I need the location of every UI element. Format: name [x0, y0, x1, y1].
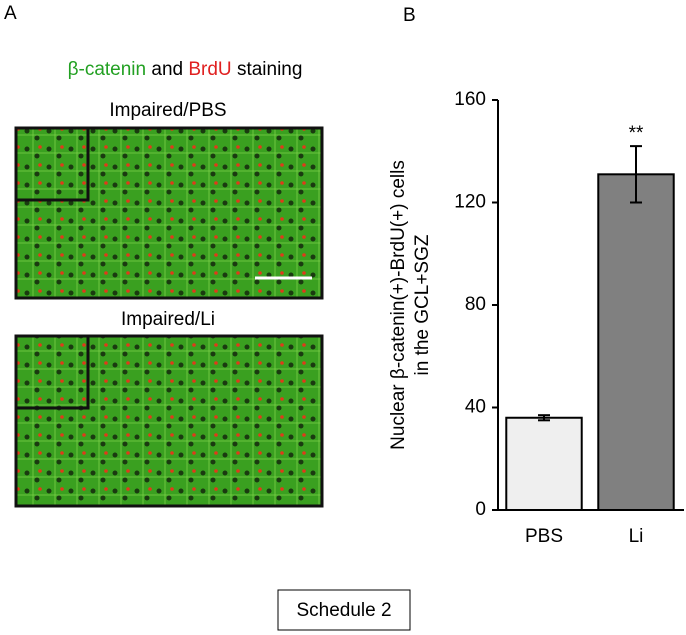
- heading-part: β-catenin: [68, 59, 147, 80]
- y-axis-label-line: in the GCL+SGZ: [412, 234, 433, 375]
- annotation: **: [629, 123, 644, 144]
- y-tick-label: 160: [454, 89, 486, 110]
- x-tick-label: Li: [629, 526, 644, 547]
- micrograph: [14, 334, 324, 508]
- image-caption: Impaired/Li: [121, 309, 215, 330]
- y-axis-label-line: Nuclear β-catenin(+)-BrdU(+) cells: [388, 160, 409, 450]
- heading-part: staining: [237, 59, 303, 80]
- y-tick-label: 80: [465, 294, 486, 315]
- y-tick-label: 40: [465, 397, 486, 418]
- footer: Schedule 2: [296, 600, 391, 621]
- panel-label: B: [403, 5, 416, 26]
- panel-label: A: [4, 3, 17, 24]
- bar: [597, 173, 675, 511]
- y-tick-label: 120: [454, 192, 486, 213]
- micrograph: [14, 126, 324, 300]
- heading-part: and: [151, 59, 183, 80]
- footer-box: [277, 589, 411, 631]
- heading-part: BrdU: [188, 59, 231, 80]
- y-tick-label: 0: [475, 499, 486, 520]
- y-axis-label: Nuclear β-catenin(+)-BrdU(+) cells in the…: [388, 160, 433, 450]
- x-tick-label: PBS: [525, 526, 563, 547]
- heading: β-catenin and BrdU staining: [68, 59, 303, 80]
- bar: [505, 416, 583, 511]
- chart: 0 40 80 120 160 Nuclear β-catenin(+)-BrdU(+) …: [388, 89, 684, 547]
- image-caption: Impaired/PBS: [109, 100, 226, 121]
